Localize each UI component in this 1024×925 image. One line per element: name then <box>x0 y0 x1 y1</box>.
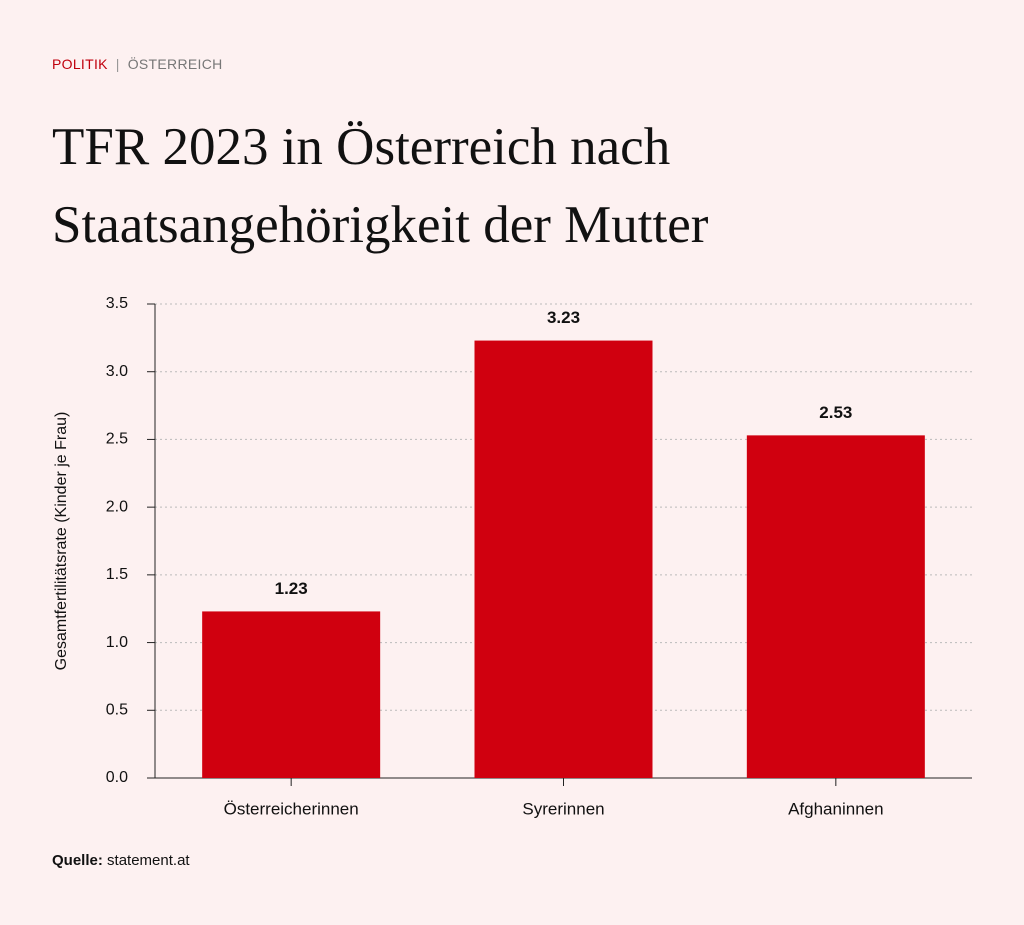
y-tick-label: 3.5 <box>106 295 128 312</box>
y-axis-label: Gesamtfertilitätsrate (Kinder je Frau) <box>53 412 70 671</box>
value-label: 1.23 <box>275 579 308 598</box>
x-tick-label: Syrerinnen <box>522 799 604 818</box>
chart-title: TFR 2023 in Österreich nach Staatsangehö… <box>52 118 709 254</box>
y-tick-label: 0.5 <box>106 702 128 719</box>
y-tick-label: 3.0 <box>106 363 128 380</box>
x-tick-label: Afghaninnen <box>788 799 883 818</box>
section: POLITIK <box>52 56 108 72</box>
bar <box>746 435 925 778</box>
bar <box>474 340 653 778</box>
breadcrumb: POLITIK | ÖSTERREICH <box>52 56 223 72</box>
value-label: 2.53 <box>819 403 852 422</box>
source-label: Quelle: <box>52 852 103 869</box>
source: Quelle: statement.at <box>52 852 190 869</box>
source-text: statement.at <box>107 852 190 869</box>
value-label: 3.23 <box>547 308 580 327</box>
subsection: ÖSTERREICH <box>127 56 223 72</box>
y-tick-label: 0.0 <box>106 769 128 786</box>
y-tick-label: 1.0 <box>106 634 128 651</box>
y-tick-label: 2.5 <box>106 431 128 448</box>
y-tick-label: 2.0 <box>106 498 128 515</box>
bar <box>202 611 381 778</box>
separator: | <box>115 56 120 72</box>
x-tick-label: Österreicherinnen <box>224 799 359 818</box>
y-tick-label: 1.5 <box>106 566 128 583</box>
